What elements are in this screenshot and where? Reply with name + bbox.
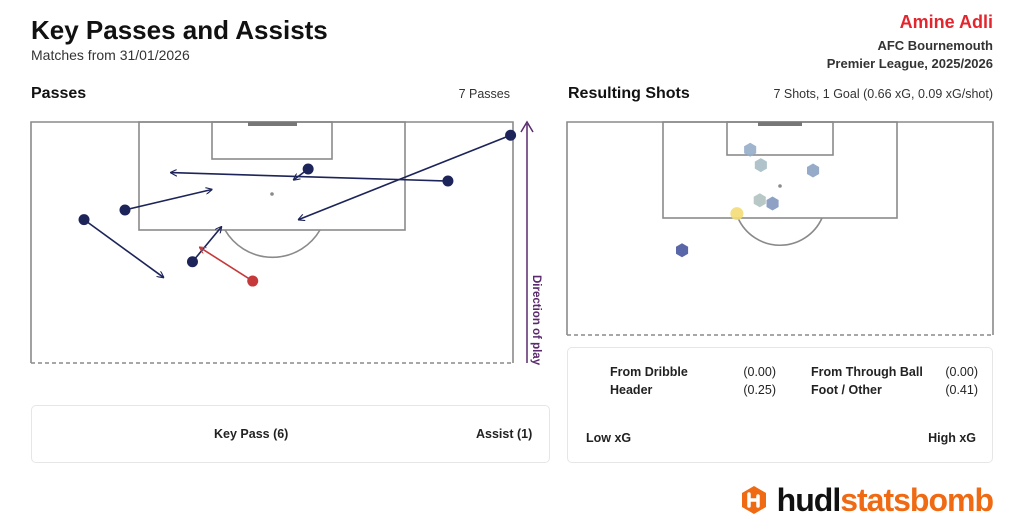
key-pass-origin-2 bbox=[442, 175, 454, 187]
through-ball-value: (0.00) bbox=[945, 365, 978, 379]
passes-penalty-spot bbox=[270, 192, 274, 196]
foot-other-label: Foot / Other bbox=[811, 383, 882, 397]
high-xg-label: High xG bbox=[928, 431, 976, 445]
header-label: Header bbox=[610, 383, 653, 397]
key-pass-line-2 bbox=[171, 173, 448, 182]
brand-wordmark: hudlstatsbomb bbox=[776, 482, 994, 519]
passes-pitch-outline bbox=[30, 121, 514, 363]
shot-legend: From Dribble (0.00) Header (0.25) From T… bbox=[567, 347, 993, 463]
key-pass-line-5 bbox=[83, 218, 164, 278]
foot-other-shot-5 bbox=[766, 196, 779, 211]
shot-markers bbox=[676, 142, 820, 258]
shots-heading: Resulting Shots bbox=[568, 85, 690, 102]
key-pass-line-6 bbox=[191, 227, 221, 263]
passes-penalty-arc bbox=[224, 229, 321, 258]
shots-penalty-spot bbox=[778, 184, 782, 188]
passes-six-yard-box bbox=[211, 121, 333, 160]
player-name: Amine Adli bbox=[899, 12, 993, 32]
from-dribble-value: (0.00) bbox=[743, 365, 776, 379]
key-pass-origin-5 bbox=[78, 214, 90, 226]
hudl-logo-icon bbox=[742, 486, 766, 514]
brand-part-hudl: hudl bbox=[776, 482, 842, 518]
key-pass-origin-1 bbox=[505, 129, 517, 141]
header-value: (0.25) bbox=[743, 383, 776, 397]
foot-other-value: (0.41) bbox=[945, 383, 978, 397]
direction-of-play-text: Direction of play bbox=[530, 275, 542, 366]
through-ball-label: From Through Ball bbox=[811, 365, 923, 379]
team-name: AFC Bournemouth bbox=[877, 38, 993, 53]
assist-origin-1 bbox=[247, 275, 259, 287]
assist-legend-label: Assist (1) bbox=[476, 427, 533, 441]
passes-count: 7 Passes bbox=[458, 87, 510, 101]
key-pass-line-4 bbox=[124, 189, 212, 211]
passes-heading: Passes bbox=[31, 85, 87, 102]
key-pass-line-1 bbox=[299, 134, 511, 219]
shots-penalty-arc bbox=[737, 217, 823, 246]
low-xg-label: Low xG bbox=[586, 431, 632, 445]
key-pass-origin-6 bbox=[186, 256, 198, 268]
from-dribble-label: From Dribble bbox=[610, 365, 688, 379]
shots-pitch-outline bbox=[566, 121, 994, 335]
brand-part-statsbomb: statsbomb bbox=[840, 482, 994, 518]
foot-other-shot-2 bbox=[754, 158, 767, 173]
key-pass-legend-label: Key Pass (6) bbox=[214, 427, 289, 441]
foot-other-shot-4 bbox=[753, 193, 766, 208]
direction-arrow-head bbox=[520, 120, 534, 133]
pass-markers bbox=[78, 129, 517, 287]
shots-penalty-box bbox=[662, 121, 898, 219]
key-pass-origin-3 bbox=[302, 163, 314, 175]
competition-name: Premier League, 2025/2026 bbox=[826, 56, 993, 71]
page-title: Key Passes and Assists bbox=[31, 15, 328, 45]
foot-other-shot-6 bbox=[676, 243, 689, 258]
passes-pitch bbox=[30, 121, 514, 364]
pass-legend: Key Pass (6) Assist (1) bbox=[31, 405, 550, 463]
header-shot-1 bbox=[730, 207, 744, 221]
shots-pitch bbox=[566, 121, 994, 336]
key-pass-origin-4 bbox=[119, 204, 131, 216]
foot-other-shot-3 bbox=[807, 163, 820, 178]
shots-six-yard-box bbox=[726, 121, 834, 156]
shots-summary: 7 Shots, 1 Goal (0.66 xG, 0.09 xG/shot) bbox=[773, 87, 993, 101]
foot-other-shot-1 bbox=[744, 142, 757, 157]
page-subtitle: Matches from 31/01/2026 bbox=[31, 47, 190, 63]
assist-line-1 bbox=[200, 247, 254, 282]
